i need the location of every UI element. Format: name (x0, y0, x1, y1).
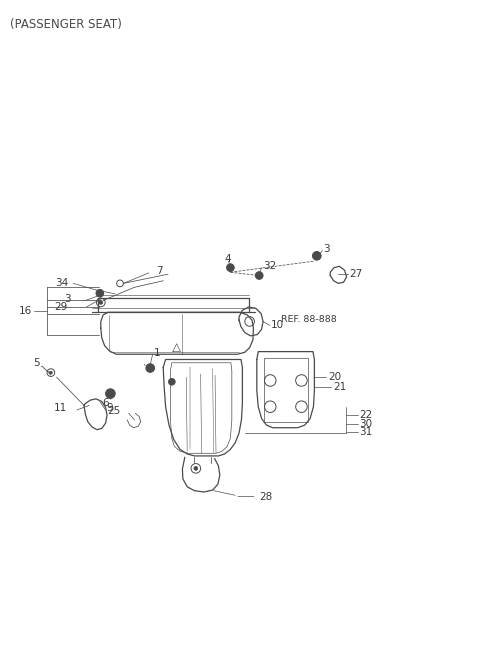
Circle shape (96, 289, 104, 297)
Circle shape (255, 272, 263, 279)
Text: 29: 29 (54, 302, 67, 312)
Text: 4: 4 (225, 254, 231, 264)
Text: 10: 10 (271, 320, 284, 331)
Text: 6: 6 (102, 398, 108, 409)
Text: (PASSENGER SEAT): (PASSENGER SEAT) (10, 18, 122, 31)
Text: 21: 21 (334, 382, 347, 392)
Circle shape (99, 300, 103, 304)
Text: 3: 3 (324, 244, 330, 255)
Text: 34: 34 (55, 278, 69, 289)
Text: 27: 27 (349, 269, 363, 279)
Text: 9: 9 (107, 403, 113, 413)
Text: 32: 32 (263, 260, 276, 271)
Text: 1: 1 (154, 348, 160, 358)
Text: REF. 88-888: REF. 88-888 (281, 315, 336, 324)
Text: 25: 25 (108, 405, 121, 416)
Text: 16: 16 (19, 306, 32, 316)
Text: 5: 5 (33, 358, 39, 368)
Text: 22: 22 (359, 410, 372, 420)
Text: 20: 20 (328, 372, 341, 382)
Circle shape (146, 363, 155, 373)
Text: 31: 31 (359, 426, 372, 437)
Text: 28: 28 (259, 491, 273, 502)
Text: 30: 30 (359, 419, 372, 429)
Circle shape (227, 264, 234, 272)
Text: 3: 3 (64, 294, 71, 304)
Circle shape (312, 251, 321, 260)
Circle shape (106, 389, 115, 398)
Text: 7: 7 (156, 266, 163, 276)
Circle shape (194, 466, 198, 470)
Circle shape (168, 379, 175, 385)
Circle shape (49, 371, 52, 374)
Text: 11: 11 (54, 403, 67, 413)
